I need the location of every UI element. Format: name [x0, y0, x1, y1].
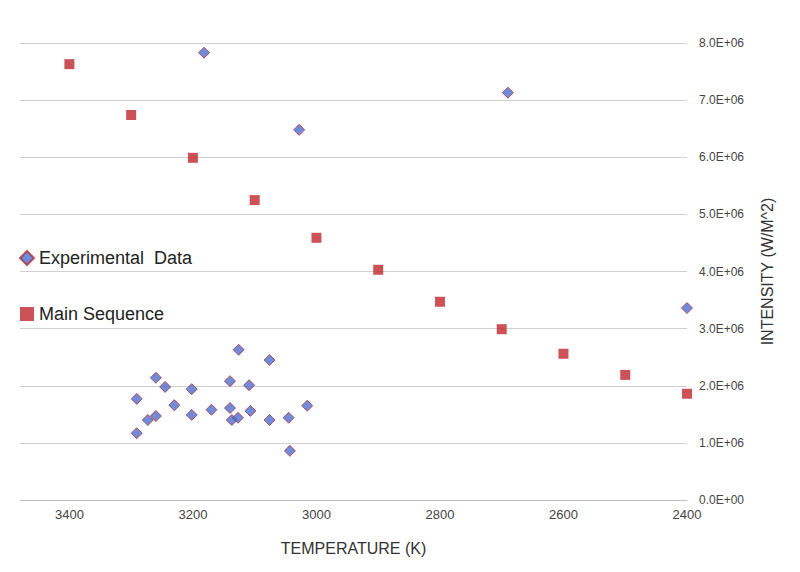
svg-text:3000: 3000 [302, 507, 331, 522]
svg-text:2600: 2600 [549, 507, 578, 522]
svg-text:2.0E+06: 2.0E+06 [699, 379, 744, 393]
svg-text:3200: 3200 [178, 507, 207, 522]
svg-text:Main Sequence: Main Sequence [39, 304, 164, 324]
svg-text:TEMPERATURE (K): TEMPERATURE (K) [281, 540, 426, 557]
svg-text:Experimental Data: Experimental Data [39, 248, 193, 268]
svg-text:1.0E+06: 1.0E+06 [699, 436, 744, 450]
svg-text:7.0E+06: 7.0E+06 [699, 93, 744, 107]
svg-text:3400: 3400 [55, 507, 84, 522]
svg-text:6.0E+06: 6.0E+06 [699, 150, 744, 164]
svg-text:INTENSITY (W/M^2): INTENSITY (W/M^2) [759, 198, 776, 346]
svg-text:8.0E+06: 8.0E+06 [699, 36, 744, 50]
svg-text:4.0E+06: 4.0E+06 [699, 265, 744, 279]
svg-text:0.0E+00: 0.0E+00 [699, 493, 744, 507]
svg-text:3.0E+06: 3.0E+06 [699, 322, 744, 336]
svg-text:5.0E+06: 5.0E+06 [699, 207, 744, 221]
svg-text:2400: 2400 [673, 507, 702, 522]
svg-text:2800: 2800 [426, 507, 455, 522]
